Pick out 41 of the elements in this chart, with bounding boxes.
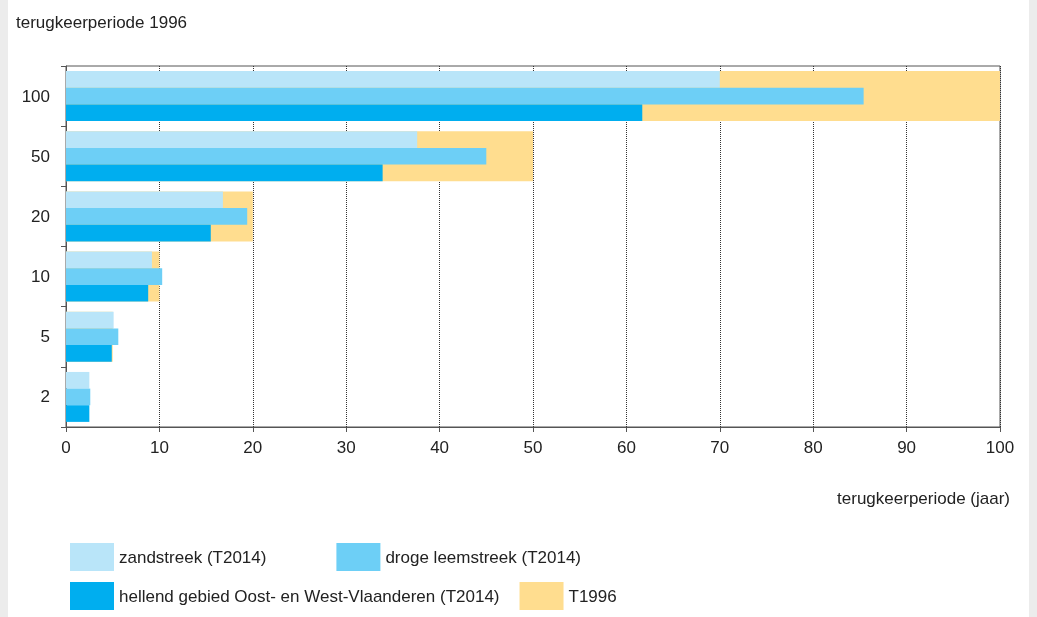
bar <box>66 328 119 346</box>
legend-label: zandstreek (T2014) <box>119 547 267 567</box>
x-tick-label: 80 <box>803 438 823 457</box>
bar <box>66 311 114 329</box>
y-tick-label: 50 <box>31 146 50 166</box>
x-tick-label: 70 <box>710 438 730 457</box>
bar <box>66 147 487 165</box>
bar <box>66 208 248 225</box>
x-tick-label: 60 <box>616 438 636 457</box>
x-tick-label: 20 <box>243 438 263 457</box>
bar <box>66 371 90 389</box>
bar <box>66 405 90 422</box>
x-tick-label: 0 <box>61 438 71 457</box>
y-tick-label: 100 <box>21 86 50 106</box>
bar <box>66 71 720 88</box>
y-tick-label: 20 <box>31 206 50 226</box>
bar <box>66 164 383 182</box>
x-tick-label: 30 <box>336 438 356 457</box>
y-axis-title: terugkeerperiode 1996 <box>16 13 188 32</box>
bar <box>66 87 864 105</box>
bar <box>66 251 152 269</box>
bar <box>66 104 643 122</box>
x-tick-label: 10 <box>149 438 169 457</box>
bar <box>66 191 223 209</box>
bar <box>66 284 149 302</box>
y-tick-label: 10 <box>31 267 50 287</box>
bar <box>66 224 211 242</box>
bar <box>66 388 91 406</box>
x-tick-label: 100 <box>985 438 1015 457</box>
x-tick-label: 40 <box>430 438 450 457</box>
bar <box>66 345 112 362</box>
legend-label: droge leemstreek (T2014) <box>385 547 581 567</box>
bar <box>66 268 163 285</box>
x-tick-label: 90 <box>897 438 917 457</box>
legend-label: hellend gebied Oost- en West-Vlaanderen (T2014) <box>119 586 500 606</box>
bar <box>66 131 418 148</box>
x-axis-title: terugkeerperiode (jaar) <box>837 489 1010 508</box>
y-tick-label: 5 <box>40 327 50 347</box>
x-tick-label: 50 <box>523 438 543 457</box>
y-tick-label: 2 <box>40 387 50 407</box>
legend-label: T1996 <box>568 586 617 606</box>
